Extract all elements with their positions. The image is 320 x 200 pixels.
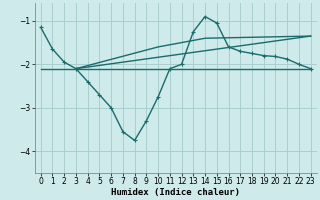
X-axis label: Humidex (Indice chaleur): Humidex (Indice chaleur) <box>111 188 240 197</box>
